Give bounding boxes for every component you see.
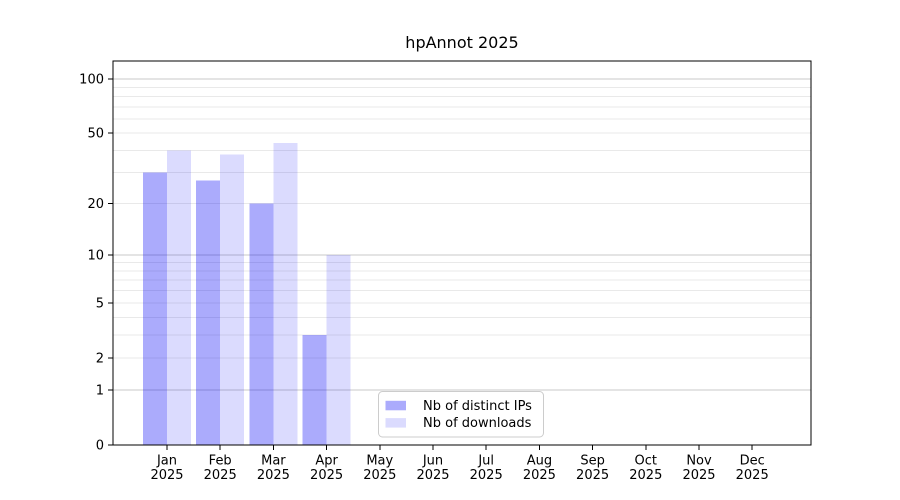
x-tick-label-month: Apr xyxy=(315,454,338,469)
legend-swatch xyxy=(385,418,406,428)
legend-swatch xyxy=(385,400,406,411)
legend-label: Nb of downloads xyxy=(423,416,532,431)
bar-downloads xyxy=(220,154,245,445)
x-tick-label-month: Aug xyxy=(527,454,552,469)
x-tick-label-month: Jun xyxy=(422,454,443,469)
plot-border xyxy=(112,60,812,446)
legend-box xyxy=(378,391,544,438)
x-tick-label-year: 2025 xyxy=(682,468,715,483)
bar-distinct-ips xyxy=(196,180,221,445)
x-tick-label-month: May xyxy=(366,454,393,469)
bar-downloads xyxy=(273,143,298,446)
x-tick-label-year: 2025 xyxy=(576,468,609,483)
x-tick-label-year: 2025 xyxy=(204,468,237,483)
y-tick-label: 100 xyxy=(79,73,104,88)
x-tick-label-year: 2025 xyxy=(257,468,290,483)
x-tick-label-year: 2025 xyxy=(150,468,183,483)
x-tick-label-month: Jan xyxy=(156,454,177,469)
x-tick-label-year: 2025 xyxy=(416,468,449,483)
gridlines xyxy=(113,78,811,391)
x-tick-label-month: Jul xyxy=(477,454,494,469)
x-tick-label-month: Oct xyxy=(635,454,657,469)
bar-distinct-ips xyxy=(302,335,327,445)
x-tick-label-month: Sep xyxy=(580,454,605,469)
y-tick-label: 5 xyxy=(96,296,104,311)
bar-distinct-ips xyxy=(249,203,274,445)
legend-label: Nb of distinct IPs xyxy=(423,399,532,414)
x-tick-label-year: 2025 xyxy=(363,468,396,483)
bar-distinct-ips xyxy=(143,172,167,445)
y-tick-label: 0 xyxy=(96,439,104,454)
y-tick-label: 20 xyxy=(87,197,104,212)
x-tick-labels: Jan2025Feb2025Mar2025Apr2025May2025Jun20… xyxy=(150,454,768,484)
chart-title: hpAnnot 2025 xyxy=(405,33,518,52)
y-tick-label: 1 xyxy=(96,384,104,399)
x-tick-label-year: 2025 xyxy=(629,468,662,483)
legend: Nb of distinct IPs Nb of downloads xyxy=(378,391,544,438)
x-tick-label-month: Nov xyxy=(686,454,712,469)
bar-downloads xyxy=(326,254,351,445)
x-tick-label-year: 2025 xyxy=(310,468,343,483)
bar-downloads xyxy=(167,150,191,445)
x-tick-label-year: 2025 xyxy=(736,468,769,483)
x-tick-label-month: Mar xyxy=(261,454,286,469)
x-tick-label-month: Feb xyxy=(209,454,232,469)
x-tick-label-month: Dec xyxy=(740,454,765,469)
bars xyxy=(143,143,351,446)
y-tick-label: 50 xyxy=(87,127,104,142)
x-tick-label-year: 2025 xyxy=(523,468,556,483)
y-tick-label: 2 xyxy=(96,351,104,366)
y-tick-label: 10 xyxy=(87,248,104,263)
y-tick-labels: 0 1 2 5 10 20 50 100 xyxy=(79,73,104,454)
x-tick-label-year: 2025 xyxy=(470,468,503,483)
axes xyxy=(108,60,812,450)
